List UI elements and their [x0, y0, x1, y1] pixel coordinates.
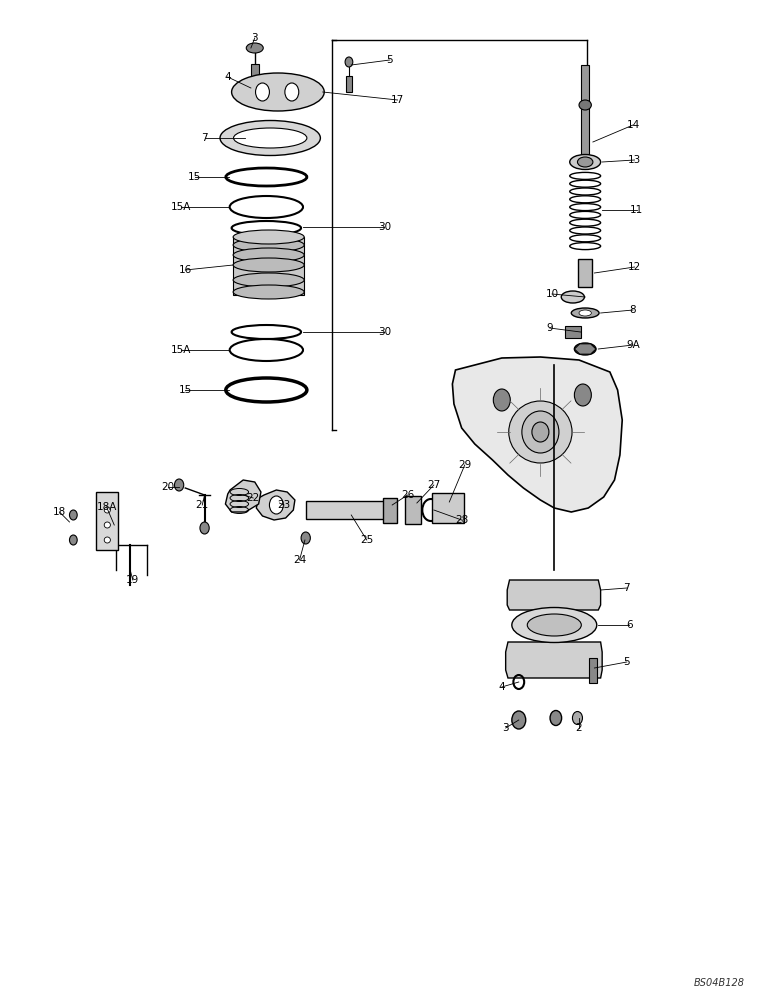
Ellipse shape: [561, 291, 584, 303]
Ellipse shape: [233, 285, 304, 299]
Ellipse shape: [232, 73, 324, 111]
Polygon shape: [507, 580, 601, 610]
Text: 16: 16: [178, 265, 192, 275]
Ellipse shape: [200, 522, 209, 534]
Text: 17: 17: [391, 95, 405, 105]
Ellipse shape: [493, 389, 510, 411]
Text: 29: 29: [458, 460, 472, 470]
Ellipse shape: [550, 710, 561, 726]
Text: 5: 5: [624, 657, 630, 667]
Text: 22: 22: [246, 493, 260, 503]
Bar: [96, 492, 118, 550]
Ellipse shape: [345, 57, 353, 67]
Bar: [346, 76, 352, 92]
Ellipse shape: [233, 258, 304, 272]
Bar: [581, 65, 589, 155]
Text: 14: 14: [626, 120, 640, 130]
Text: 7: 7: [624, 583, 630, 593]
Ellipse shape: [579, 310, 591, 316]
Text: 23: 23: [277, 500, 291, 510]
Bar: [578, 259, 592, 287]
Text: 20: 20: [161, 482, 175, 492]
Text: 30: 30: [378, 222, 391, 232]
Text: 25: 25: [360, 535, 374, 545]
Ellipse shape: [174, 479, 184, 491]
Ellipse shape: [256, 83, 269, 101]
Text: BS04B128: BS04B128: [694, 978, 745, 988]
Bar: [251, 64, 259, 78]
Text: 2: 2: [576, 723, 582, 733]
Text: 15A: 15A: [171, 202, 191, 212]
Polygon shape: [256, 490, 295, 520]
Ellipse shape: [571, 308, 599, 318]
Bar: [306, 501, 385, 519]
Polygon shape: [574, 344, 596, 354]
Text: 30: 30: [378, 327, 391, 337]
Ellipse shape: [233, 273, 304, 287]
Ellipse shape: [572, 712, 582, 724]
Text: 27: 27: [427, 480, 441, 490]
Ellipse shape: [532, 422, 549, 442]
Ellipse shape: [69, 510, 77, 520]
Ellipse shape: [522, 411, 559, 453]
Ellipse shape: [574, 384, 591, 406]
Text: 3: 3: [503, 723, 509, 733]
Ellipse shape: [285, 83, 299, 101]
Bar: [589, 658, 597, 682]
Bar: [383, 498, 397, 522]
Polygon shape: [225, 480, 261, 512]
Text: 7: 7: [201, 133, 208, 143]
Text: 28: 28: [455, 515, 469, 525]
Ellipse shape: [527, 614, 581, 636]
Text: 4: 4: [225, 72, 231, 82]
Ellipse shape: [512, 607, 597, 643]
Polygon shape: [452, 357, 622, 512]
Text: 3: 3: [252, 33, 258, 43]
Text: 13: 13: [628, 155, 642, 165]
Text: 24: 24: [293, 555, 306, 565]
Bar: [432, 493, 464, 523]
Text: 9A: 9A: [626, 340, 640, 350]
Ellipse shape: [233, 238, 304, 252]
Text: 15: 15: [188, 172, 201, 182]
Ellipse shape: [104, 507, 110, 513]
Ellipse shape: [579, 100, 591, 110]
Text: 4: 4: [499, 682, 505, 692]
Ellipse shape: [301, 532, 310, 544]
Text: 19: 19: [126, 575, 140, 585]
Ellipse shape: [509, 401, 572, 463]
Ellipse shape: [104, 522, 110, 528]
Polygon shape: [506, 642, 602, 678]
Text: 11: 11: [630, 205, 644, 215]
Ellipse shape: [269, 496, 283, 514]
Text: 5: 5: [387, 55, 393, 65]
Ellipse shape: [246, 43, 263, 53]
Text: 8: 8: [630, 305, 636, 315]
Ellipse shape: [233, 248, 304, 262]
Bar: [233, 237, 304, 295]
Ellipse shape: [233, 230, 304, 244]
Bar: [565, 326, 581, 338]
Text: 6: 6: [626, 620, 632, 630]
Text: 12: 12: [628, 262, 642, 272]
Ellipse shape: [220, 120, 320, 155]
Ellipse shape: [577, 157, 593, 167]
Ellipse shape: [574, 343, 596, 355]
Text: 21: 21: [195, 500, 209, 510]
Ellipse shape: [233, 128, 306, 148]
Text: 15: 15: [178, 385, 192, 395]
Text: 15A: 15A: [171, 345, 191, 355]
Ellipse shape: [104, 537, 110, 543]
Bar: [405, 496, 421, 524]
Ellipse shape: [69, 535, 77, 545]
Ellipse shape: [512, 711, 526, 729]
Text: 10: 10: [545, 289, 559, 299]
Text: 9: 9: [547, 323, 553, 333]
Text: 18A: 18A: [96, 502, 117, 512]
Text: 26: 26: [401, 490, 415, 500]
Ellipse shape: [570, 154, 601, 169]
Text: 18: 18: [52, 507, 66, 517]
